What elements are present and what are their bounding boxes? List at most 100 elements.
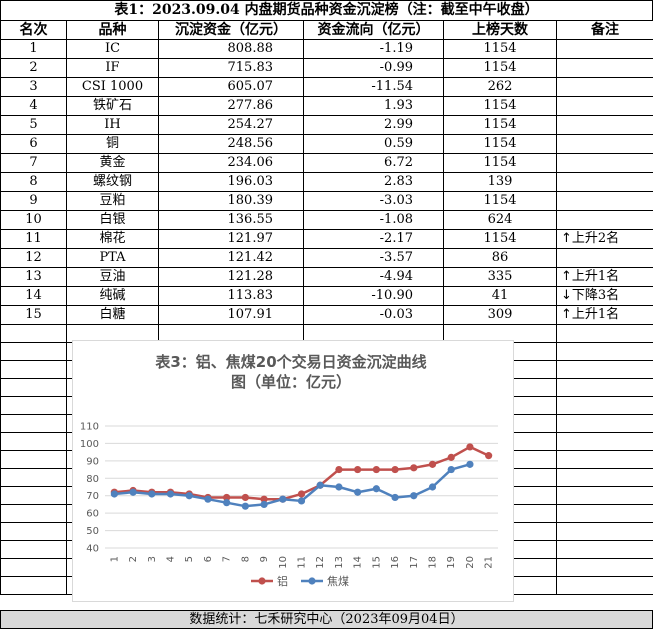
cell-name[interactable]: 螺纹钢: [66, 172, 159, 192]
footer-source[interactable]: 数据统计：七禾研究中心（2023年09月04日）: [0, 610, 653, 629]
cell-rank[interactable]: 10: [0, 210, 67, 230]
cell-note[interactable]: [556, 77, 653, 97]
empty-cell[interactable]: [0, 540, 67, 559]
cell-flow[interactable]: 0.59: [303, 134, 444, 154]
cell-name[interactable]: CSI 1000: [66, 77, 159, 97]
cell-name[interactable]: 纯碱: [66, 286, 159, 306]
cell-rank[interactable]: 11: [0, 229, 67, 249]
cell-days[interactable]: 624: [443, 210, 557, 230]
cell-rank[interactable]: 1: [0, 39, 67, 59]
cell-flow[interactable]: 6.72: [303, 153, 444, 173]
cell-days[interactable]: 1154: [443, 134, 557, 154]
cell-name[interactable]: 白糖: [66, 305, 159, 325]
cell-note[interactable]: ↑上升1名: [556, 267, 653, 287]
empty-cell[interactable]: [0, 504, 67, 523]
empty-cell[interactable]: [556, 432, 653, 451]
cell-days[interactable]: 262: [443, 77, 557, 97]
cell-note[interactable]: [556, 191, 653, 211]
cell-days[interactable]: 1154: [443, 96, 557, 116]
cell-fund[interactable]: 107.91: [158, 305, 304, 325]
cell-days[interactable]: 335: [443, 267, 557, 287]
cell-flow[interactable]: -1.19: [303, 39, 444, 59]
cell-flow[interactable]: 1.93: [303, 96, 444, 116]
cell-note[interactable]: [556, 58, 653, 78]
empty-cell[interactable]: [0, 450, 67, 469]
empty-cell[interactable]: [556, 468, 653, 487]
cell-flow[interactable]: -0.99: [303, 58, 444, 78]
empty-cell[interactable]: [556, 522, 653, 541]
cell-rank[interactable]: 9: [0, 191, 67, 211]
cell-note[interactable]: [556, 96, 653, 116]
cell-fund[interactable]: 136.55: [158, 210, 304, 230]
cell-name[interactable]: 铜: [66, 134, 159, 154]
cell-name[interactable]: 豆粕: [66, 191, 159, 211]
empty-cell[interactable]: [556, 540, 653, 559]
cell-days[interactable]: 1154: [443, 39, 557, 59]
cell-days[interactable]: 86: [443, 248, 557, 268]
empty-cell[interactable]: [556, 342, 653, 361]
cell-fund[interactable]: 196.03: [158, 172, 304, 192]
cell-flow[interactable]: 2.99: [303, 115, 444, 135]
cell-rank[interactable]: 15: [0, 305, 67, 325]
cell-rank[interactable]: 3: [0, 77, 67, 97]
cell-name[interactable]: 棉花: [66, 229, 159, 249]
empty-cell[interactable]: [0, 360, 67, 379]
cell-fund[interactable]: 234.06: [158, 153, 304, 173]
cell-note[interactable]: [556, 115, 653, 135]
cell-rank[interactable]: 12: [0, 248, 67, 268]
cell-rank[interactable]: 7: [0, 153, 67, 173]
cell-flow[interactable]: -0.03: [303, 305, 444, 325]
cell-rank[interactable]: 2: [0, 58, 67, 78]
empty-cell[interactable]: [0, 324, 67, 343]
empty-cell[interactable]: [0, 468, 67, 487]
cell-fund[interactable]: 121.28: [158, 267, 304, 287]
cell-days[interactable]: 309: [443, 305, 557, 325]
cell-flow[interactable]: -10.90: [303, 286, 444, 306]
cell-rank[interactable]: 14: [0, 286, 67, 306]
cell-days[interactable]: 1154: [443, 115, 557, 135]
cell-name[interactable]: 黄金: [66, 153, 159, 173]
header-fund[interactable]: 沉淀资金（亿元）: [158, 20, 304, 40]
cell-days[interactable]: 139: [443, 172, 557, 192]
cell-days[interactable]: 1154: [443, 191, 557, 211]
empty-cell[interactable]: [0, 342, 67, 361]
cell-fund[interactable]: 605.07: [158, 77, 304, 97]
cell-flow[interactable]: -11.54: [303, 77, 444, 97]
empty-cell[interactable]: [0, 396, 67, 415]
empty-cell[interactable]: [556, 414, 653, 433]
cell-rank[interactable]: 13: [0, 267, 67, 287]
cell-flow[interactable]: -4.94: [303, 267, 444, 287]
cell-flow[interactable]: -1.08: [303, 210, 444, 230]
line-chart[interactable]: 表3：铝、焦煤20个交易日资金沉淀曲线 图（单位：亿元） 40 50 60 70 80 90 1…: [72, 340, 514, 602]
cell-note[interactable]: [556, 172, 653, 192]
empty-cell[interactable]: [556, 360, 653, 379]
empty-cell[interactable]: [556, 378, 653, 397]
cell-fund[interactable]: 121.97: [158, 229, 304, 249]
cell-rank[interactable]: 5: [0, 115, 67, 135]
cell-note[interactable]: ↑上升1名: [556, 305, 653, 325]
cell-name[interactable]: IF: [66, 58, 159, 78]
empty-cell[interactable]: [556, 576, 653, 595]
cell-days[interactable]: 1154: [443, 153, 557, 173]
cell-name[interactable]: IH: [66, 115, 159, 135]
cell-name[interactable]: 铁矿石: [66, 96, 159, 116]
cell-name[interactable]: IC: [66, 39, 159, 59]
cell-days[interactable]: 41: [443, 286, 557, 306]
cell-name[interactable]: 白银: [66, 210, 159, 230]
empty-cell[interactable]: [0, 558, 67, 577]
cell-fund[interactable]: 121.42: [158, 248, 304, 268]
cell-note[interactable]: [556, 134, 653, 154]
cell-note[interactable]: ↑上升2名: [556, 229, 653, 249]
cell-days[interactable]: 1154: [443, 229, 557, 249]
cell-flow[interactable]: -2.17: [303, 229, 444, 249]
empty-cell[interactable]: [0, 414, 67, 433]
header-note[interactable]: 备注: [556, 20, 653, 40]
cell-name[interactable]: PTA: [66, 248, 159, 268]
header-flow[interactable]: 资金流向（亿元）: [303, 20, 444, 40]
cell-fund[interactable]: 715.83: [158, 58, 304, 78]
header-name[interactable]: 品种: [66, 20, 159, 40]
cell-fund[interactable]: 254.27: [158, 115, 304, 135]
empty-cell[interactable]: [0, 576, 67, 595]
cell-flow[interactable]: -3.57: [303, 248, 444, 268]
cell-name[interactable]: 豆油: [66, 267, 159, 287]
